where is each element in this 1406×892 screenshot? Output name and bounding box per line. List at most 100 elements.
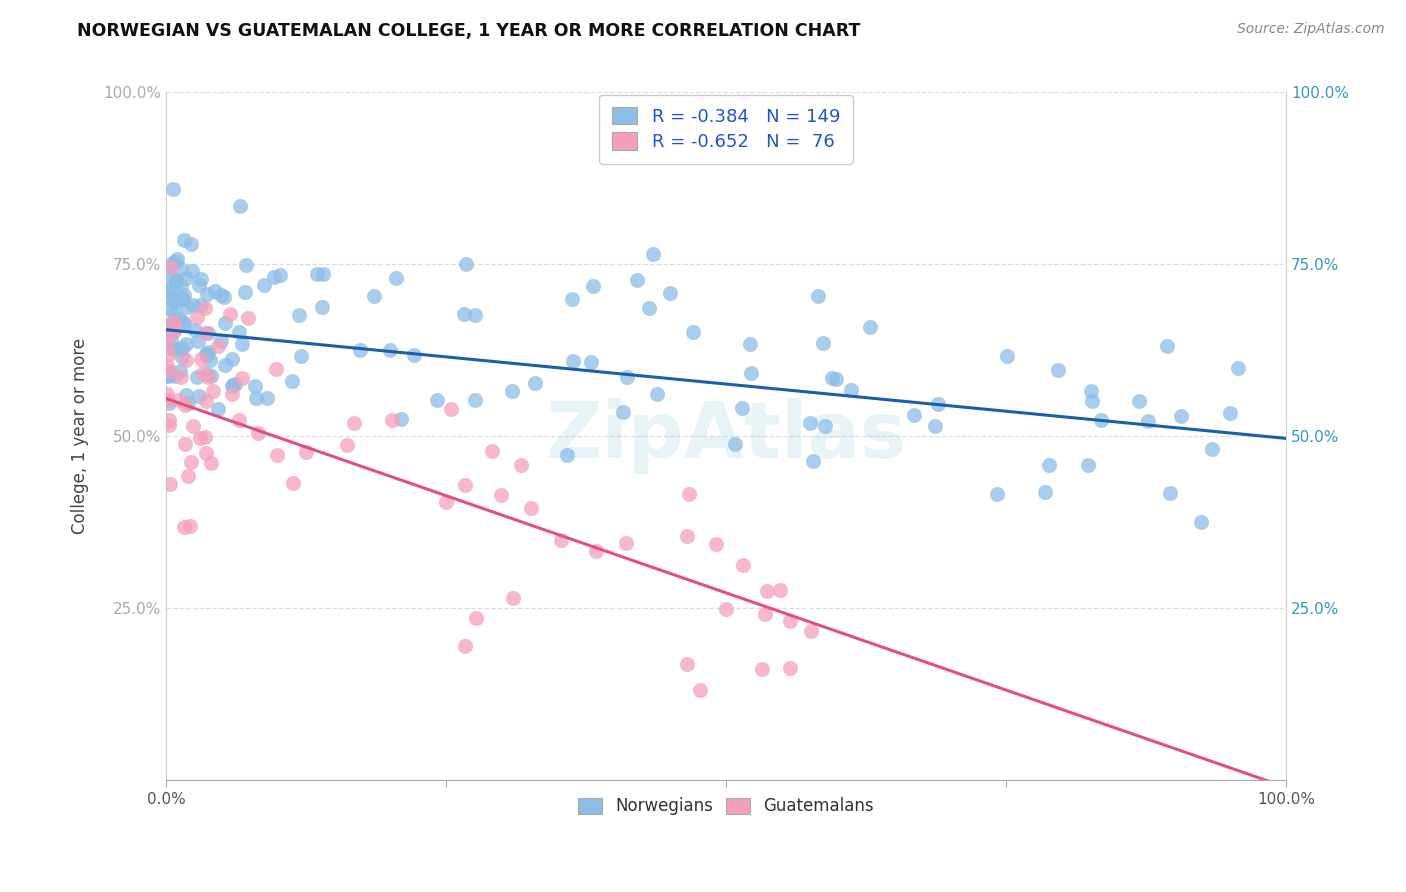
Point (197, 370, 219, 384)
Point (157, 284, 180, 298)
Point (214, 317, 236, 331)
Point (156, 392, 179, 407)
Point (579, 355, 602, 369)
Point (779, 661, 801, 675)
Point (162, 182, 184, 196)
Point (190, 272, 212, 286)
Point (170, 291, 193, 305)
Point (269, 268, 291, 283)
Point (384, 270, 406, 285)
Point (645, 386, 668, 401)
Point (235, 258, 257, 272)
Point (197, 326, 219, 341)
Point (157, 417, 180, 432)
Point (1189, 516, 1212, 530)
Point (177, 395, 200, 409)
Point (159, 301, 181, 316)
Point (1047, 362, 1070, 376)
Point (221, 386, 243, 401)
Point (207, 339, 229, 353)
Point (180, 237, 202, 252)
Point (159, 395, 181, 409)
Point (200, 368, 222, 383)
Point (689, 682, 711, 697)
Point (193, 301, 215, 316)
Point (195, 348, 218, 362)
Point (561, 353, 583, 368)
Point (231, 337, 253, 351)
Point (173, 317, 195, 331)
Point (229, 199, 252, 213)
Point (174, 398, 197, 412)
Text: NORWEGIAN VS GUATEMALAN COLLEGE, 1 YEAR OR MORE CORRELATION CHART: NORWEGIAN VS GUATEMALAN COLLEGE, 1 YEAR … (77, 22, 860, 40)
Point (380, 343, 402, 358)
Point (172, 341, 194, 355)
Point (253, 277, 276, 292)
Point (157, 368, 180, 382)
Point (724, 437, 747, 451)
Point (195, 367, 218, 381)
Point (489, 488, 512, 502)
Point (172, 292, 194, 306)
Point (174, 270, 197, 285)
Point (188, 431, 211, 445)
Point (312, 267, 335, 281)
Point (659, 285, 682, 300)
Point (157, 412, 180, 426)
Point (336, 438, 359, 452)
Point (924, 418, 946, 433)
Point (995, 349, 1018, 363)
Point (174, 353, 197, 368)
Point (520, 500, 543, 515)
Point (169, 312, 191, 326)
Point (814, 419, 837, 434)
Text: ZipAtlas: ZipAtlas (546, 399, 907, 475)
Point (676, 657, 699, 672)
Point (821, 371, 844, 385)
Point (155, 320, 177, 334)
Point (222, 378, 245, 392)
Point (440, 401, 463, 416)
Point (295, 445, 318, 459)
Point (585, 544, 607, 558)
Point (159, 364, 181, 378)
Point (165, 273, 187, 287)
Point (751, 662, 773, 676)
Point (1219, 407, 1241, 421)
Point (159, 334, 181, 348)
Point (170, 370, 193, 384)
Point (221, 352, 243, 367)
Point (1137, 414, 1160, 428)
Point (263, 270, 285, 285)
Point (502, 591, 524, 606)
Point (209, 334, 232, 349)
Point (173, 288, 195, 302)
Point (1033, 485, 1056, 500)
Point (157, 347, 180, 361)
Point (195, 287, 218, 301)
Point (464, 308, 486, 322)
Point (561, 292, 583, 306)
Point (714, 602, 737, 616)
Point (1128, 394, 1150, 409)
Point (465, 611, 488, 625)
Point (170, 279, 193, 293)
Point (214, 290, 236, 304)
Point (156, 334, 179, 349)
Point (349, 343, 371, 358)
Point (1038, 458, 1060, 472)
Point (231, 371, 253, 385)
Point (170, 261, 193, 276)
Point (614, 536, 637, 550)
Point (1156, 339, 1178, 353)
Point (616, 369, 638, 384)
Point (195, 346, 218, 360)
Point (179, 519, 201, 533)
Point (1080, 394, 1102, 409)
Point (163, 294, 186, 309)
Point (156, 386, 179, 401)
Point (550, 533, 572, 547)
Point (704, 536, 727, 550)
Point (555, 448, 578, 462)
Point (1159, 485, 1181, 500)
